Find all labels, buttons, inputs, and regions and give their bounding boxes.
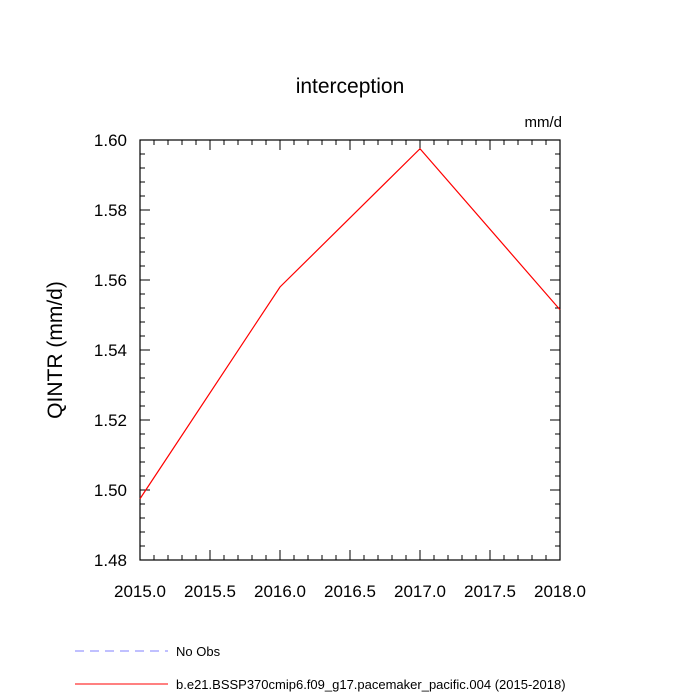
- x-tick-label: 2016.5: [324, 582, 376, 601]
- x-tick-label: 2015.5: [184, 582, 236, 601]
- y-tick-labels: 1.48 1.50 1.52 1.54 1.56 1.58 1.60: [94, 131, 127, 570]
- legend-label: No Obs: [176, 644, 221, 659]
- series-line-0: [139, 147, 561, 500]
- legend: No Obs b.e21.BSSP370cmip6.f09_g17.pacemak…: [75, 644, 566, 692]
- y-tick-label: 1.50: [94, 481, 127, 500]
- y-tick-label: 1.56: [94, 271, 127, 290]
- units-label: mm/d: [525, 114, 563, 131]
- y-tick-label: 1.60: [94, 131, 127, 150]
- y-tick-label: 1.58: [94, 201, 127, 220]
- x-tick-label: 2017.5: [464, 582, 516, 601]
- x-tick-labels: 2015.0 2015.5 2016.0 2016.5 2017.0 2017.5 2018…: [114, 582, 586, 601]
- legend-label: b.e21.BSSP370cmip6.f09_g17.pacemaker_pac…: [176, 677, 566, 692]
- x-tick-label: 2017.0: [394, 582, 446, 601]
- plot-area: [139, 147, 561, 500]
- chart-title: interception: [296, 75, 405, 98]
- y-tick-label: 1.54: [94, 341, 127, 360]
- x-tick-label: 2015.0: [114, 582, 166, 601]
- x-tick-label: 2016.0: [254, 582, 306, 601]
- y-tick-label: 1.52: [94, 411, 127, 430]
- y-tick-label: 1.48: [94, 551, 127, 570]
- y-axis-label: QINTR (mm/d): [44, 281, 67, 419]
- x-tick-label: 2018.0: [534, 582, 586, 601]
- axis-ticks: [139, 139, 561, 561]
- plot-frame: [139, 139, 561, 561]
